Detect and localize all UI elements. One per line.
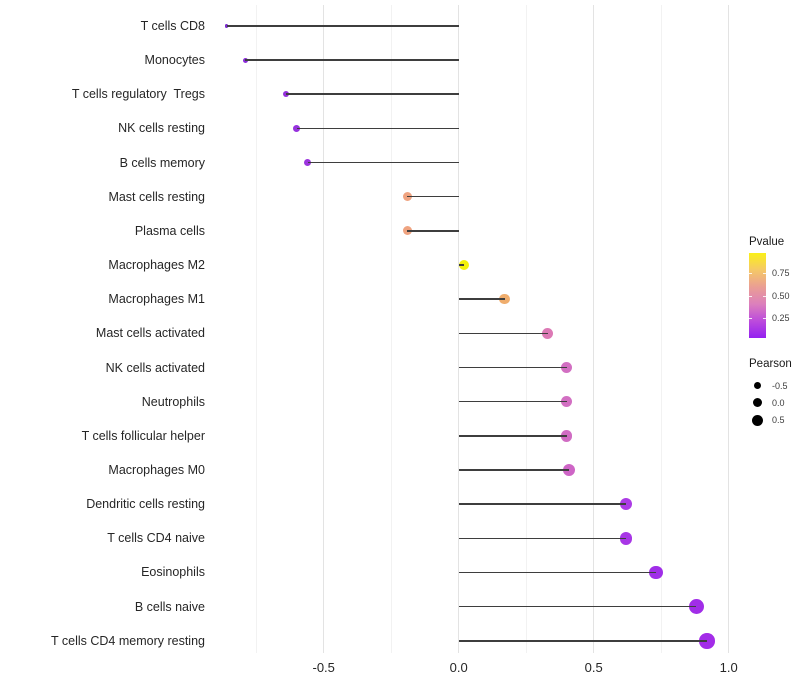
lollipop-stem	[407, 230, 459, 232]
pvalue-legend-title: Pvalue	[749, 236, 785, 248]
y-axis-label: Macrophages M1	[108, 292, 205, 307]
lollipop-dot	[560, 430, 573, 442]
lollipop-dot	[649, 565, 663, 580]
lollipop-stem	[307, 161, 459, 164]
lollipop-dot	[699, 633, 715, 649]
pearson-size-label: 0.5	[772, 415, 785, 425]
pearson-legend-title: Pearson	[749, 358, 792, 370]
y-axis-label: Mast cells activated	[95, 326, 205, 341]
y-axis-label: Eosinophils	[141, 565, 205, 580]
lollipop-stem	[458, 503, 627, 505]
pearson-size-label: -0.5	[772, 381, 788, 391]
colorbar-tick-mark	[763, 318, 766, 320]
pearson-size-label: 0.0	[772, 398, 785, 408]
lollipop-stem	[226, 25, 459, 27]
lollipop-stem	[296, 127, 459, 130]
y-axis-label: NK cells resting	[118, 121, 205, 136]
y-axis-label: Macrophages M0	[108, 462, 205, 477]
y-axis-label: T cells CD8	[140, 18, 205, 33]
lollipop-stem	[285, 93, 459, 95]
y-axis-label: B cells naive	[134, 599, 205, 614]
lollipop-stem	[458, 469, 570, 471]
y-axis-label: T cells CD4 memory resting	[51, 633, 205, 648]
gridline-minor	[660, 5, 662, 653]
lollipop-stem	[458, 571, 656, 574]
lollipop-dot	[619, 497, 633, 511]
lollipop-dot	[560, 395, 573, 408]
lollipop-stem	[458, 537, 627, 540]
y-axis-label: Macrophages M2	[108, 258, 205, 273]
lollipop-dot	[499, 293, 510, 305]
lollipop-stem	[458, 400, 567, 403]
lollipop-stem	[407, 195, 459, 198]
pvalue-tick-label: 0.75	[772, 268, 790, 278]
pvalue-tick-label: 0.50	[772, 291, 790, 301]
pearson-size-dot	[752, 397, 762, 407]
lollipop-stem	[458, 640, 708, 642]
lollipop-stem	[458, 366, 567, 369]
pvalue-colorbar	[749, 253, 766, 338]
y-axis-label: Dendritic cells resting	[86, 497, 205, 512]
lollipop-stem	[458, 332, 548, 335]
lollipop-stem	[458, 605, 697, 608]
colorbar-tick-mark	[763, 272, 766, 274]
y-axis-label: T cells regulatory Tregs	[71, 87, 205, 102]
y-axis-label: T cells CD4 naive	[107, 531, 205, 546]
x-axis-tick-label: -0.5	[312, 660, 335, 675]
gridline-minor	[255, 5, 257, 653]
x-axis-tick-label: 1.0	[719, 660, 738, 675]
y-axis-label: B cells memory	[119, 155, 205, 170]
gridline-major	[323, 5, 325, 653]
y-axis-label: T cells follicular helper	[81, 428, 205, 443]
pearson-size-dot	[753, 382, 761, 390]
colorbar-tick-mark	[749, 272, 752, 274]
gridline-major	[728, 5, 730, 653]
colorbar-tick-mark	[763, 295, 766, 297]
colorbar-tick-mark	[749, 295, 752, 297]
gridline-major	[458, 5, 460, 653]
lollipop-stem	[458, 264, 465, 266]
lollipop-stem	[245, 59, 459, 61]
y-axis-label: NK cells activated	[105, 360, 205, 375]
y-axis-label: Monocytes	[144, 53, 205, 68]
lollipop-dot	[563, 463, 576, 476]
lollipop-stem	[458, 298, 505, 300]
pvalue-tick-label: 0.25	[772, 313, 790, 323]
pearson-size-dot	[751, 414, 763, 426]
colorbar-tick-mark	[749, 318, 752, 320]
x-axis-tick-label: 0.5	[584, 660, 603, 675]
y-axis-label: Mast cells resting	[108, 189, 205, 204]
gridline-minor	[525, 5, 527, 653]
lollipop-dot	[542, 327, 554, 339]
y-axis-label: Neutrophils	[141, 394, 205, 409]
lollipop-dot	[688, 599, 704, 615]
gridline-minor	[390, 5, 392, 653]
lollipop-dot	[458, 259, 470, 271]
gridline-major	[593, 5, 595, 653]
lollipop-dot	[619, 532, 633, 545]
lollipop-stem	[458, 435, 567, 437]
y-axis-label: Plasma cells	[134, 223, 205, 238]
lollipop-dot	[560, 361, 573, 374]
x-axis-tick-label: 0.0	[449, 660, 468, 675]
